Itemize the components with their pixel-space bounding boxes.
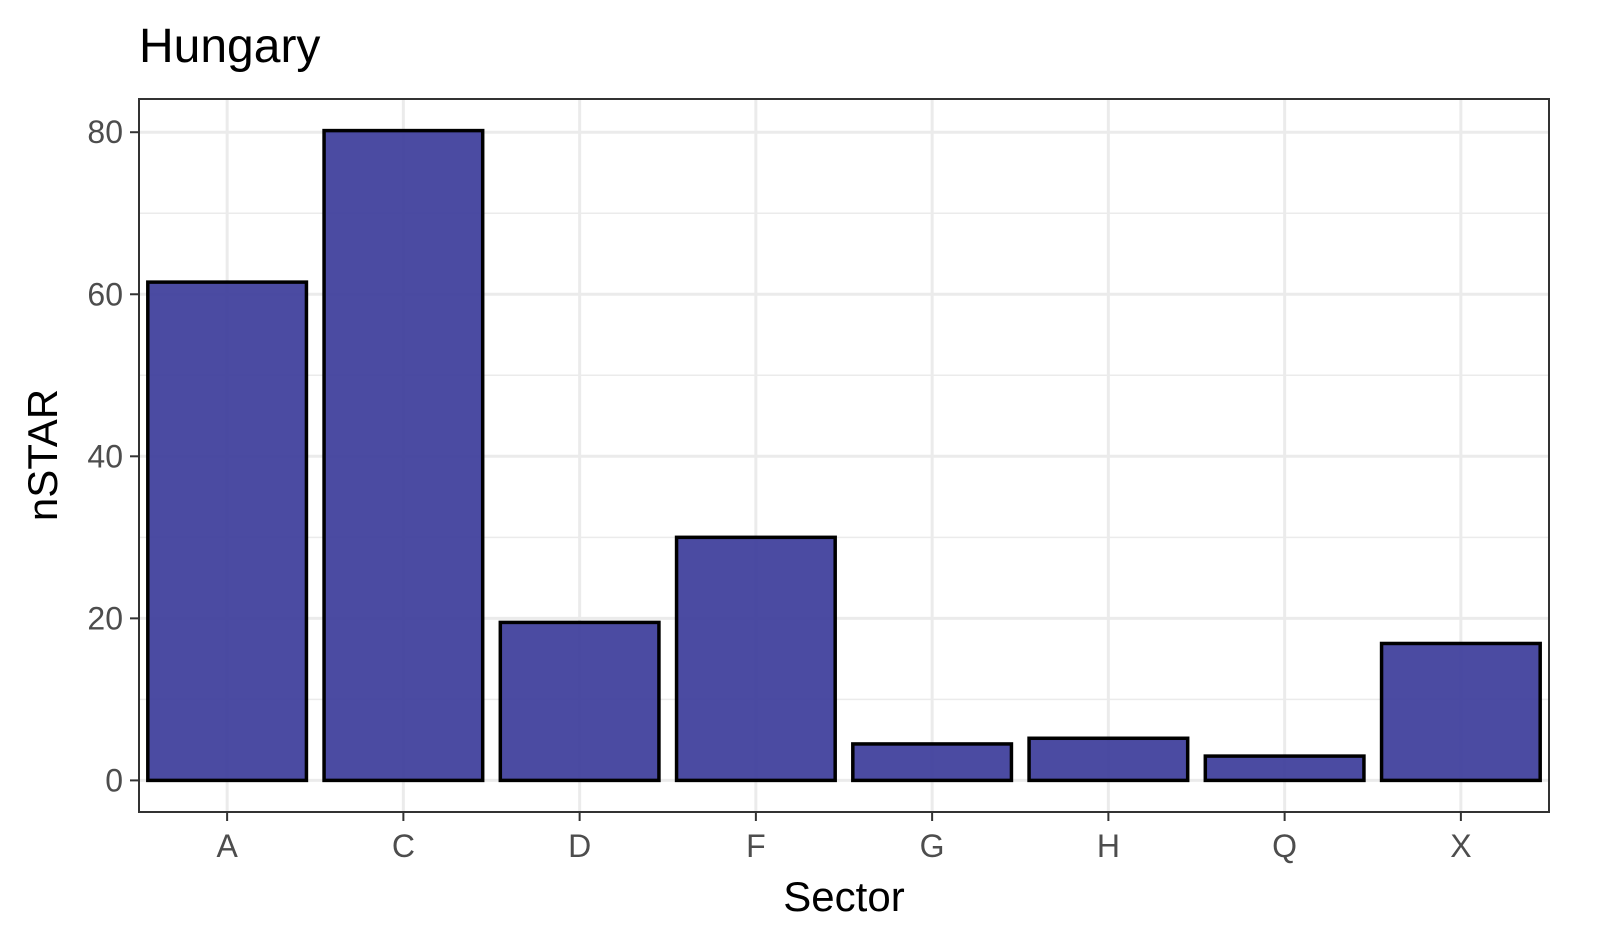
y-tick-label: 0 <box>105 762 123 798</box>
bar-A <box>146 280 309 783</box>
bars <box>146 128 1542 783</box>
x-tick-label: D <box>568 828 591 864</box>
bar-C <box>322 128 485 783</box>
bar-Q <box>1203 754 1366 783</box>
chart-title: Hungary <box>139 20 320 73</box>
x-axis-title: Sector <box>783 873 904 920</box>
y-tick-label: 40 <box>87 438 123 474</box>
y-tick-label: 80 <box>87 114 123 150</box>
x-tick-label: Q <box>1272 828 1297 864</box>
x-tick-label: G <box>920 828 945 864</box>
y-tick-label: 20 <box>87 600 123 636</box>
bar-G <box>851 742 1014 783</box>
bar-D <box>498 620 661 783</box>
y-axis: 0 20 40 60 80 <box>87 114 139 798</box>
x-tick-label: F <box>746 828 766 864</box>
bar-H <box>1027 736 1190 783</box>
bar-X <box>1379 641 1542 783</box>
x-tick-label: A <box>216 828 238 864</box>
bar-F <box>674 535 837 783</box>
y-tick-label: 60 <box>87 276 123 312</box>
x-tick-label: X <box>1450 828 1471 864</box>
y-axis-title: nSTAR <box>19 389 66 521</box>
x-tick-label: C <box>392 828 415 864</box>
x-tick-label: H <box>1097 828 1120 864</box>
